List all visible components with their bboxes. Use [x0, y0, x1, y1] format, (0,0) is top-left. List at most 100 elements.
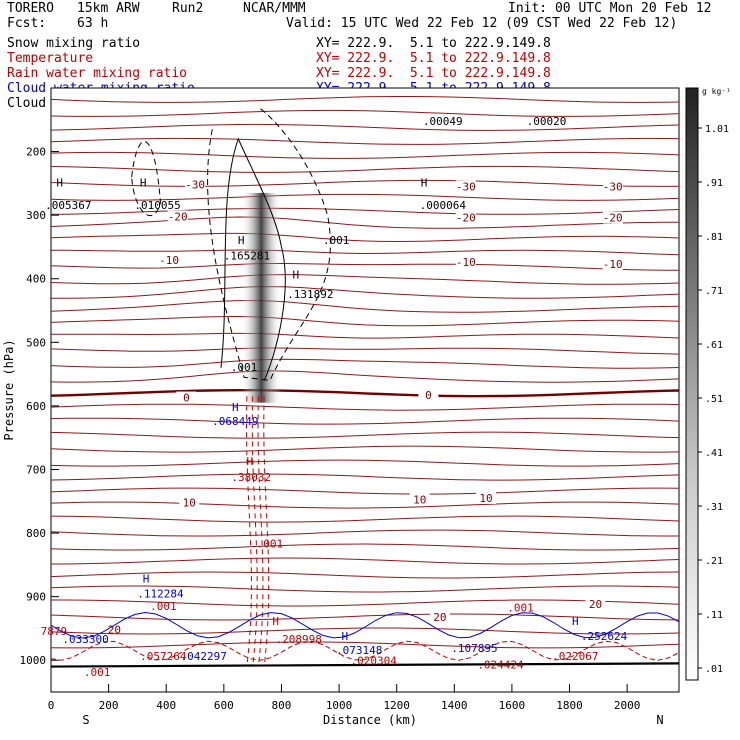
x-tick-label: 2000: [614, 699, 641, 712]
isotherm-line: [50, 627, 680, 635]
isotherm-line: [50, 232, 680, 243]
isotherm-label-bg: [159, 254, 180, 267]
contour-annotation: .024424: [477, 658, 524, 671]
contour-annotation: .001: [84, 666, 111, 679]
north-label: N: [656, 713, 663, 727]
contour-annotation: .001: [150, 600, 177, 613]
colorbar-tick-label: 1.01: [705, 124, 729, 135]
isotherm-labels: -30 -30 -30 -20 -20 -20 -10 -10 -10 0 0 10 10 10 20 20: [159, 178, 623, 624]
x-tick-label: 1200: [383, 699, 410, 712]
isotherm-label-bg: [455, 256, 476, 269]
contour-annotation: .020304: [350, 655, 397, 668]
isotherm-line: [50, 473, 680, 481]
snow-contour: [131, 141, 161, 216]
center-label: NCAR/MMM: [243, 1, 306, 16]
isotherm-label-bg: [179, 496, 200, 509]
legend-field-name: Rain water mixing ratio: [7, 66, 188, 81]
legend-field-name: Temperature: [7, 51, 94, 66]
x-tick-label: 0: [48, 699, 55, 712]
isotherm-line: [50, 300, 680, 313]
isotherm-label: -30: [185, 179, 205, 192]
isotherm-label: -20: [603, 212, 623, 225]
isotherm-line: [50, 459, 680, 467]
isotherm-line: [50, 529, 679, 537]
fcst-value: 63 h: [77, 16, 109, 31]
contour-annotation: .107895: [451, 642, 497, 655]
isotherm-line: [50, 109, 680, 117]
isotherm-line: [50, 585, 680, 593]
isotherm-line: [50, 207, 680, 215]
isotherm-line: [50, 417, 680, 425]
x-tick-label: 800: [272, 699, 292, 712]
isotherm-label-bg: [429, 610, 450, 623]
contour-annotation: H: [140, 177, 147, 190]
isotherm-label: -20: [168, 210, 188, 223]
surface-line: [50, 662, 680, 668]
contour-annotation: H: [238, 234, 245, 247]
valid-time: Valid: 15 UTC Wed 22 Feb 12 (09 CST Wed …: [286, 16, 678, 31]
colorbar-tick-label: .01: [705, 664, 723, 675]
isotherm-label: -20: [456, 212, 476, 225]
isotherm-line: [50, 315, 680, 327]
isotherm-line: [50, 151, 680, 159]
isotherm-label: 10: [183, 496, 196, 509]
legend-field-name: Snow mixing ratio: [7, 36, 141, 51]
isotherm-label: -30: [603, 180, 623, 193]
contour-annotation: .00020: [527, 115, 567, 128]
isotherm-line: [50, 274, 680, 285]
x-axis-label: Distance (km): [323, 713, 417, 727]
isotherm-line: [50, 515, 680, 523]
isotherm-line: [50, 332, 680, 339]
rain-contour: [251, 396, 258, 667]
isotherm-label-bg: [475, 491, 496, 504]
colorbar-tick-label: .31: [705, 502, 723, 513]
isotherm-label: 0: [183, 392, 190, 405]
y-tick-label: 300: [26, 209, 46, 222]
colorbar-tick-label: .61: [705, 340, 723, 351]
run-label: Run2: [172, 1, 204, 16]
contour-annotation: .010055: [134, 199, 180, 212]
isotherm-label-bg: [455, 180, 476, 193]
contour-annotation: .000064: [420, 199, 467, 212]
isotherm-label: 10: [413, 493, 426, 506]
contour-annotation: .252624: [581, 630, 628, 643]
contour-annotation: H: [342, 630, 349, 643]
cloud-ice-contour: [220, 137, 286, 381]
contour-annotation: .208998: [276, 633, 322, 646]
isotherm-label-bg: [176, 391, 197, 404]
contour-annotation: H: [246, 455, 253, 468]
contour-annotation: .001: [323, 234, 350, 247]
isotherm-line: [51, 286, 680, 299]
contour-annotation: .068449: [212, 415, 258, 428]
isotherm-line: [50, 487, 680, 495]
contour-annotation: .057264: [140, 650, 187, 663]
isotherm-line: [50, 641, 680, 649]
contour-annotation: H: [143, 573, 150, 586]
isotherm-line: [50, 347, 680, 355]
colorbar-tick-label: .71: [705, 286, 723, 297]
isotherm-label: 0: [425, 389, 432, 402]
x-tick-label: 400: [156, 699, 176, 712]
isotherm-line: [50, 216, 679, 229]
contour-annotation: H: [293, 269, 300, 282]
x-tick-label: 1600: [499, 699, 526, 712]
isotherm-line: [50, 165, 680, 173]
isotherm-label-bg: [185, 178, 206, 191]
colorbar-fill: [685, 87, 699, 681]
isotherm-label: -30: [456, 180, 476, 193]
colorbar-tick-label: .21: [705, 556, 723, 567]
isotherm-line: [51, 599, 680, 607]
isotherm-label-bg: [602, 258, 623, 271]
isotherm-line: [50, 96, 680, 103]
colorbar-tick-label: .91: [705, 178, 723, 189]
isotherm-label-bg: [418, 388, 439, 401]
isotherm-label-bg: [409, 493, 430, 506]
isotherm-line: [50, 123, 680, 131]
rain-contour: [257, 396, 264, 667]
colorbar-unit: g kg⁻¹: [702, 87, 731, 96]
contour-annotation: .131892: [287, 288, 333, 301]
contour-annotation: .001: [507, 601, 534, 614]
isotherm-label: 20: [589, 598, 602, 611]
x-tick-label: 200: [99, 699, 119, 712]
